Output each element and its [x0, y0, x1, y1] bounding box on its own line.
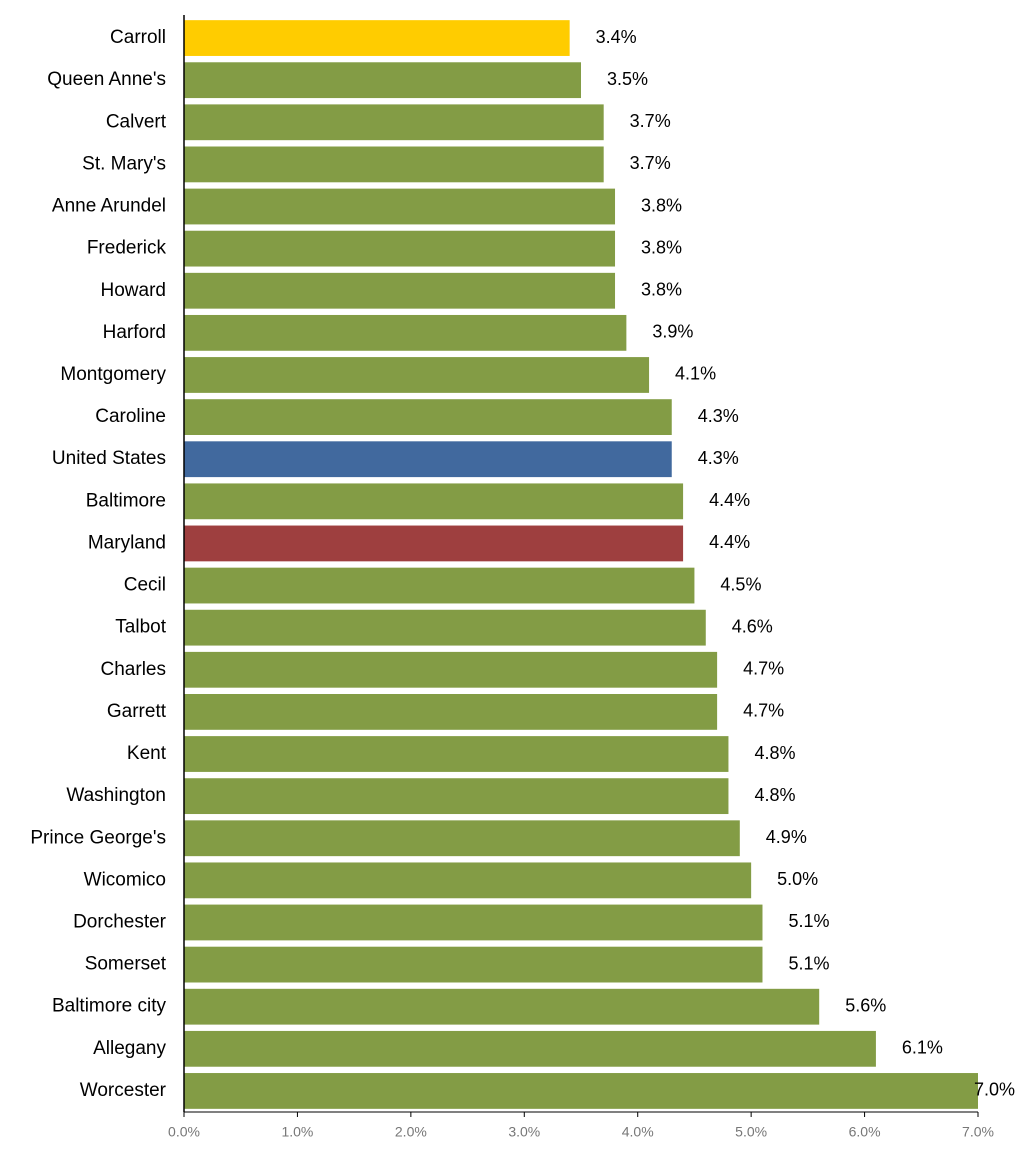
bar [184, 1030, 876, 1067]
category-label: Baltimore [86, 490, 166, 511]
category-label: Carroll [110, 27, 166, 48]
value-label: 3.8% [641, 237, 682, 257]
x-tick-label: 3.0% [508, 1124, 540, 1140]
value-label: 4.6% [732, 616, 773, 636]
category-label: Frederick [87, 238, 167, 259]
value-label: 4.7% [743, 659, 784, 679]
x-tick-label: 0.0% [168, 1124, 200, 1140]
category-label: Montgomery [60, 364, 166, 385]
category-label: Queen Anne's [47, 69, 166, 90]
bar [184, 904, 763, 941]
value-label: 5.6% [845, 995, 886, 1015]
bar [184, 862, 752, 899]
bar [184, 104, 604, 141]
x-tick-label: 6.0% [849, 1124, 881, 1140]
bar [184, 314, 627, 351]
value-label: 4.4% [709, 490, 750, 510]
value-label: 4.8% [754, 743, 795, 763]
value-label: 3.5% [607, 69, 648, 89]
bar [184, 146, 604, 183]
value-label: 4.3% [698, 406, 739, 426]
category-label: Wicomico [84, 869, 166, 890]
bar [184, 651, 718, 688]
category-label: Caroline [95, 406, 166, 427]
category-label: Maryland [88, 532, 166, 553]
bar [184, 820, 740, 857]
value-label: 4.1% [675, 364, 716, 384]
category-label: Howard [101, 280, 166, 301]
value-label: 4.4% [709, 532, 750, 552]
category-label: Allegany [93, 1038, 166, 1059]
value-label: 3.9% [652, 322, 693, 342]
bar [184, 694, 718, 730]
bar [184, 988, 820, 1025]
x-tick-label: 7.0% [962, 1124, 994, 1140]
category-label: Baltimore city [52, 996, 167, 1017]
category-label: Prince George's [30, 827, 166, 848]
x-tick-label: 2.0% [395, 1124, 427, 1140]
bar [184, 62, 581, 99]
value-label: 3.4% [596, 27, 637, 47]
bar [184, 399, 672, 435]
bar [184, 946, 763, 983]
category-label: Anne Arundel [52, 196, 166, 217]
value-label: 4.8% [754, 785, 795, 805]
value-label: 4.3% [698, 448, 739, 468]
bar [184, 230, 616, 267]
bar [184, 609, 706, 646]
category-label: Cecil [124, 575, 166, 596]
category-label: Somerset [85, 954, 167, 975]
bar [184, 20, 570, 56]
bar [184, 272, 616, 309]
category-label: Garrett [107, 701, 167, 722]
value-label: 4.9% [766, 827, 807, 847]
bar [184, 567, 695, 604]
bar [184, 778, 729, 815]
value-label: 3.7% [630, 153, 671, 173]
category-label: Kent [127, 743, 167, 764]
category-label: Worcester [80, 1080, 167, 1101]
value-label: 3.8% [641, 280, 682, 300]
value-label: 6.1% [902, 1038, 943, 1058]
bar [184, 525, 684, 562]
bar [184, 1073, 978, 1109]
bar [184, 357, 650, 393]
value-label: 5.0% [777, 869, 818, 889]
value-label: 5.1% [788, 911, 829, 931]
bar [184, 736, 729, 772]
x-tick-label: 5.0% [735, 1124, 767, 1140]
category-label: Calvert [106, 111, 167, 132]
category-label: Talbot [115, 617, 166, 638]
x-tick-label: 1.0% [281, 1124, 313, 1140]
category-label: Washington [66, 785, 166, 806]
category-label: Dorchester [73, 911, 167, 932]
bar [184, 188, 616, 225]
value-label: 4.5% [720, 574, 761, 594]
category-label: St. Mary's [82, 153, 166, 174]
category-label: Charles [101, 659, 166, 680]
value-label: 3.8% [641, 195, 682, 215]
x-tick-label: 4.0% [622, 1124, 654, 1140]
value-label: 7.0% [974, 1080, 1015, 1100]
bar [184, 441, 672, 478]
category-label: United States [52, 448, 166, 469]
bar [184, 483, 684, 520]
value-label: 5.1% [788, 953, 829, 973]
value-label: 4.7% [743, 701, 784, 721]
category-label: Harford [103, 322, 166, 343]
value-label: 3.7% [630, 111, 671, 131]
